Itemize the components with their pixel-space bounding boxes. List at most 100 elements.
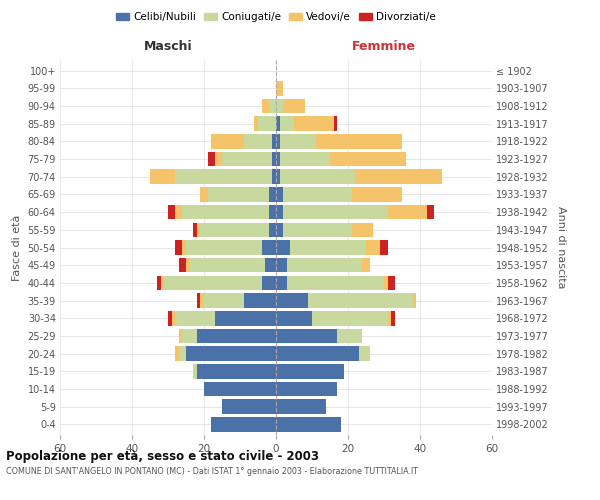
Bar: [269, 98, 276, 113]
Bar: [287, 276, 384, 290]
Bar: [262, 240, 276, 255]
Bar: [197, 294, 200, 308]
Bar: [276, 346, 359, 361]
Bar: [316, 134, 402, 148]
Bar: [388, 205, 427, 220]
Bar: [276, 222, 283, 237]
Bar: [280, 116, 294, 131]
Bar: [308, 294, 413, 308]
Bar: [161, 276, 164, 290]
Bar: [280, 170, 355, 184]
Bar: [193, 222, 197, 237]
Bar: [179, 328, 182, 343]
Bar: [276, 98, 283, 113]
Bar: [283, 187, 352, 202]
Legend: Celibi/Nubili, Coniugati/e, Vedovi/e, Divorziati/e: Celibi/Nubili, Coniugati/e, Vedovi/e, Di…: [112, 8, 440, 26]
Bar: [280, 134, 316, 148]
Bar: [244, 294, 276, 308]
Bar: [175, 311, 215, 326]
Bar: [200, 294, 204, 308]
Bar: [208, 187, 269, 202]
Bar: [276, 364, 344, 378]
Bar: [265, 258, 276, 272]
Bar: [204, 294, 244, 308]
Bar: [352, 222, 373, 237]
Bar: [427, 205, 434, 220]
Bar: [290, 240, 366, 255]
Bar: [334, 116, 337, 131]
Bar: [175, 240, 182, 255]
Bar: [283, 205, 388, 220]
Bar: [244, 134, 272, 148]
Bar: [200, 187, 208, 202]
Bar: [211, 417, 276, 432]
Bar: [157, 276, 161, 290]
Bar: [168, 311, 172, 326]
Bar: [272, 170, 276, 184]
Bar: [352, 187, 402, 202]
Bar: [204, 382, 276, 396]
Bar: [175, 346, 179, 361]
Bar: [272, 134, 276, 148]
Bar: [276, 81, 283, 96]
Bar: [388, 276, 395, 290]
Y-axis label: Anni di nascita: Anni di nascita: [556, 206, 566, 289]
Bar: [215, 152, 222, 166]
Bar: [276, 328, 337, 343]
Bar: [197, 222, 200, 237]
Bar: [269, 205, 276, 220]
Bar: [186, 240, 262, 255]
Bar: [175, 170, 272, 184]
Bar: [276, 187, 283, 202]
Bar: [276, 116, 280, 131]
Bar: [262, 98, 269, 113]
Bar: [175, 205, 182, 220]
Bar: [276, 417, 341, 432]
Bar: [211, 134, 244, 148]
Bar: [193, 364, 197, 378]
Bar: [182, 240, 186, 255]
Bar: [359, 346, 370, 361]
Bar: [366, 240, 380, 255]
Bar: [276, 400, 326, 414]
Bar: [164, 276, 262, 290]
Bar: [276, 152, 280, 166]
Text: COMUNE DI SANT'ANGELO IN PONTANO (MC) - Dati ISTAT 1° gennaio 2003 - Elaborazion: COMUNE DI SANT'ANGELO IN PONTANO (MC) - …: [6, 468, 418, 476]
Bar: [179, 346, 186, 361]
Bar: [222, 400, 276, 414]
Bar: [312, 311, 388, 326]
Bar: [276, 276, 287, 290]
Bar: [337, 328, 362, 343]
Bar: [276, 205, 283, 220]
Bar: [283, 222, 352, 237]
Text: Popolazione per età, sesso e stato civile - 2003: Popolazione per età, sesso e stato civil…: [6, 450, 319, 463]
Bar: [186, 258, 190, 272]
Bar: [276, 258, 287, 272]
Bar: [197, 364, 276, 378]
Y-axis label: Fasce di età: Fasce di età: [12, 214, 22, 280]
Bar: [294, 116, 334, 131]
Bar: [380, 240, 388, 255]
Bar: [208, 152, 215, 166]
Bar: [182, 328, 197, 343]
Bar: [276, 382, 337, 396]
Bar: [276, 311, 312, 326]
Bar: [272, 152, 276, 166]
Bar: [287, 258, 362, 272]
Bar: [182, 205, 269, 220]
Bar: [222, 152, 272, 166]
Bar: [391, 311, 395, 326]
Bar: [197, 328, 276, 343]
Bar: [280, 152, 330, 166]
Bar: [355, 170, 442, 184]
Bar: [269, 187, 276, 202]
Bar: [262, 276, 276, 290]
Bar: [362, 258, 370, 272]
Bar: [254, 116, 258, 131]
Bar: [330, 152, 406, 166]
Text: Femmine: Femmine: [352, 40, 416, 53]
Bar: [276, 240, 290, 255]
Bar: [168, 205, 175, 220]
Bar: [200, 222, 269, 237]
Bar: [413, 294, 416, 308]
